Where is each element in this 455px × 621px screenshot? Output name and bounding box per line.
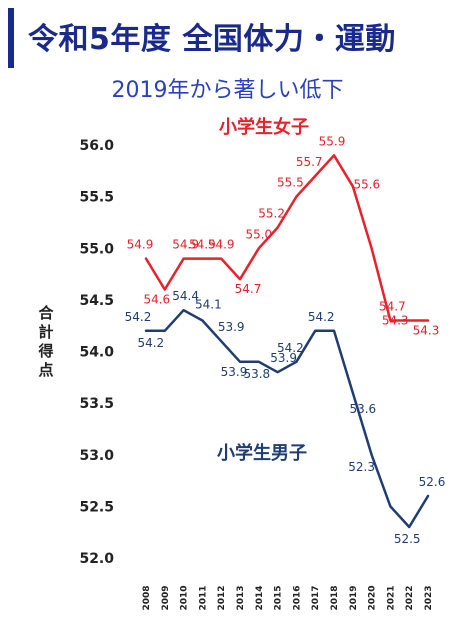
data-label: 54.2 xyxy=(137,336,164,350)
y-axis-label-char: 点 xyxy=(38,361,53,379)
x-tick-label: 2019 xyxy=(349,585,359,610)
data-label: 52.3 xyxy=(348,460,375,474)
data-label: 54.3 xyxy=(413,324,440,338)
y-tick-label: 55.0 xyxy=(79,241,114,257)
series-name-girls: 小学生女子 xyxy=(219,116,309,138)
data-label: 54.2 xyxy=(308,310,335,324)
data-label: 54.1 xyxy=(195,298,222,312)
data-label: 54.6 xyxy=(143,293,170,307)
data-label: 54.9 xyxy=(172,238,199,252)
y-tick-label: 54.5 xyxy=(79,293,114,309)
x-tick-label: 2012 xyxy=(217,585,227,610)
data-label: 52.6 xyxy=(419,475,446,489)
series-line-boys xyxy=(144,308,430,529)
data-label: 53.9 xyxy=(221,365,248,379)
x-tick-label: 2017 xyxy=(311,585,321,610)
data-label: 55.5 xyxy=(277,176,304,190)
x-tick-label: 2021 xyxy=(386,585,396,610)
series-name-boys: 小学生男子 xyxy=(217,442,307,464)
data-label: 53.9 xyxy=(218,320,245,334)
x-tick-label: 2023 xyxy=(424,585,434,610)
data-label: 54.9 xyxy=(189,238,216,252)
x-tick-label: 2020 xyxy=(368,585,378,610)
chart-title: 令和5年度 全国体力・運動 xyxy=(28,22,396,57)
x-tick-label: 2018 xyxy=(330,585,340,610)
y-axis-label-char: 得 xyxy=(37,342,53,360)
x-tick-label: 2011 xyxy=(198,585,208,610)
data-label: 55.7 xyxy=(296,155,323,169)
title-accent-bar xyxy=(8,8,14,68)
y-tick-label: 52.5 xyxy=(79,499,114,515)
data-label: 55.9 xyxy=(319,134,346,148)
data-label: 53.8 xyxy=(243,367,270,381)
data-label: 55.0 xyxy=(245,227,272,241)
x-tick-label: 2013 xyxy=(236,585,246,610)
y-tick-label: 53.0 xyxy=(79,448,114,464)
data-label: 55.6 xyxy=(353,177,380,191)
x-tick-label: 2009 xyxy=(161,585,171,610)
title-bar: 令和5年度 全国体力・運動 xyxy=(0,8,455,70)
data-label: 54.9 xyxy=(127,238,154,252)
y-tick-label: 55.5 xyxy=(79,190,114,206)
y-tick-label: 56.0 xyxy=(79,138,114,154)
chart-subtitle: 2019年から著しい低下 xyxy=(111,78,344,103)
data-label: 53.9 xyxy=(270,351,297,365)
y-tick-label: 54.0 xyxy=(79,345,114,361)
data-label: 53.6 xyxy=(349,402,376,416)
data-label: 54.4 xyxy=(172,289,199,303)
series-line-girls xyxy=(144,154,430,322)
data-label: 54.9 xyxy=(208,238,235,252)
x-tick-label: 2014 xyxy=(255,585,265,610)
x-tick-label: 2016 xyxy=(292,585,302,610)
data-label: 54.2 xyxy=(277,341,304,355)
y-tick-label: 52.0 xyxy=(79,551,114,567)
data-label: 54.2 xyxy=(125,310,152,324)
x-tick-label: 2008 xyxy=(142,585,152,610)
y-axis-label-char: 合 xyxy=(37,304,54,322)
data-label: 55.2 xyxy=(258,207,285,221)
x-tick-label: 2010 xyxy=(180,585,190,610)
data-label: 54.7 xyxy=(235,282,262,296)
y-axis-label-char: 計 xyxy=(38,323,53,341)
data-label: 54.3 xyxy=(382,314,409,328)
x-tick-label: 2022 xyxy=(405,585,415,610)
y-tick-label: 53.5 xyxy=(79,396,114,412)
data-label: 52.5 xyxy=(394,532,421,546)
data-label: 54.7 xyxy=(379,300,406,314)
x-tick-label: 2015 xyxy=(274,585,284,610)
